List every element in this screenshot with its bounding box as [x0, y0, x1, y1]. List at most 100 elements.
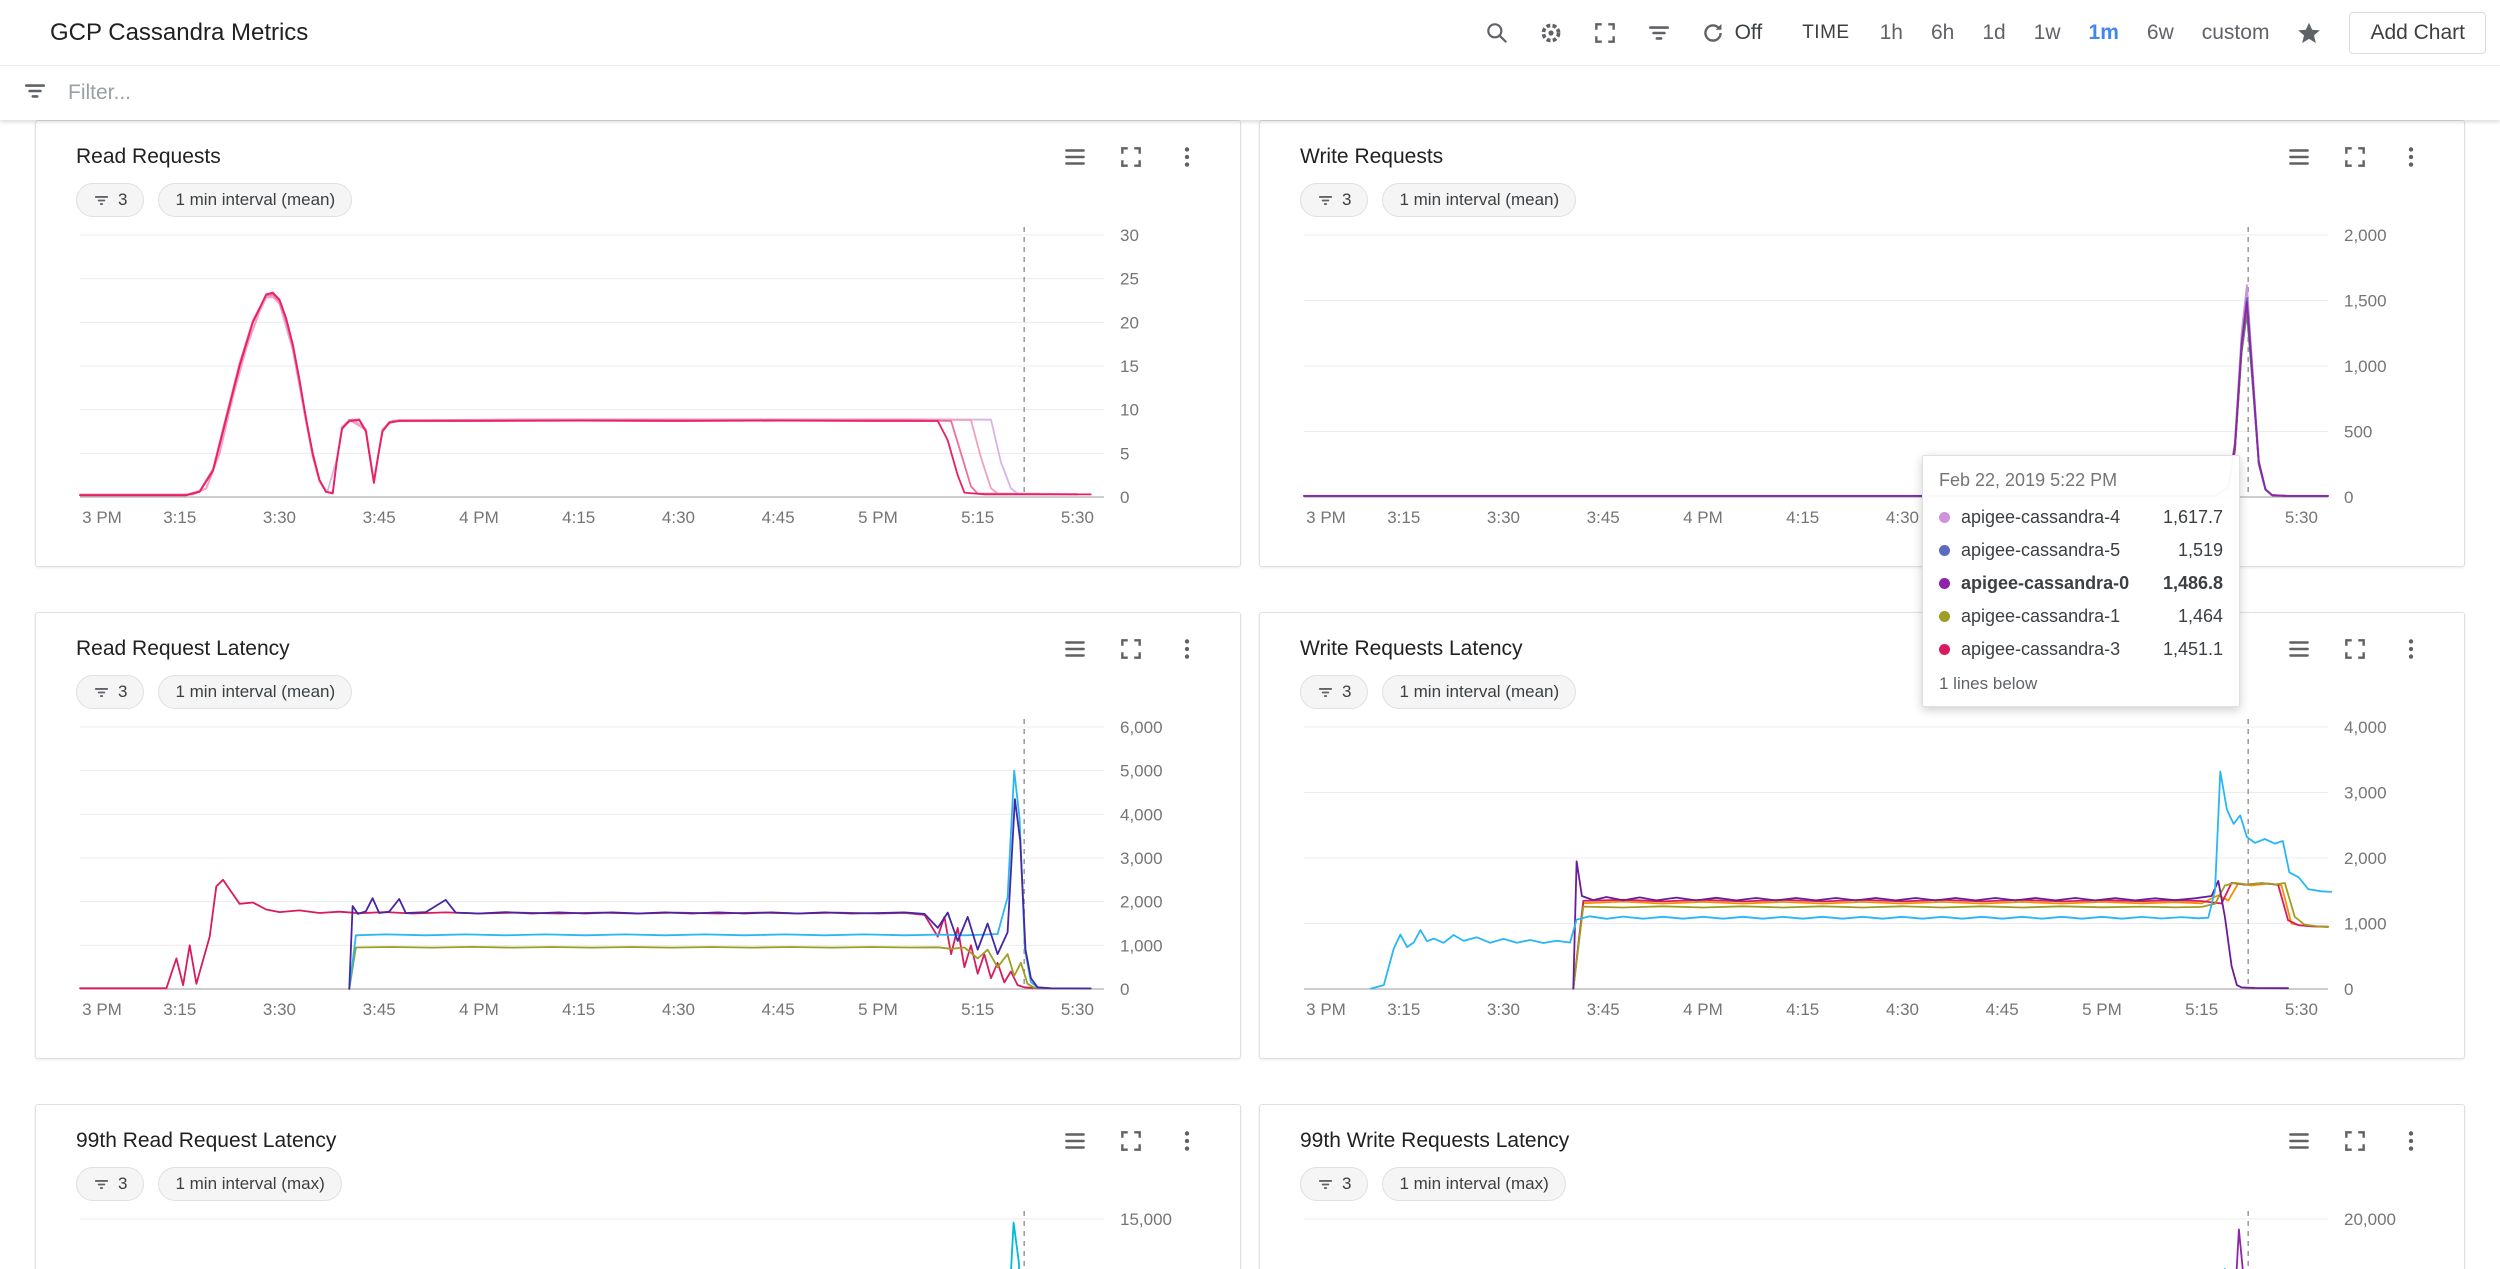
settings-gear-icon[interactable] [1537, 19, 1565, 47]
expand-chart-icon[interactable] [2342, 144, 2368, 170]
add-chart-button[interactable]: Add Chart [2349, 11, 2486, 54]
chip-label: 1 min interval (mean) [1399, 190, 1560, 209]
star-icon[interactable] [2295, 19, 2323, 47]
svg-text:3 PM: 3 PM [1306, 508, 1346, 527]
svg-text:1,000: 1,000 [2344, 915, 2387, 934]
svg-text:15: 15 [1120, 357, 1139, 376]
chart-plot[interactable]: 0 500 1,000 1,500 2,000 3 PM 3:15 3:30 3:45 4 PM 4… [1300, 221, 2426, 551]
series-value: 1,519 [2177, 540, 2223, 560]
svg-text:4 PM: 4 PM [1683, 1000, 1723, 1019]
time-option-custom[interactable]: custom [2201, 20, 2270, 44]
tooltip-rows: apigee-cassandra-4 1,617.7 apigee-cassandr… [1939, 501, 2223, 666]
chart-card-actions [1062, 636, 1200, 662]
auto-refresh-toggle[interactable]: Off [1699, 19, 1762, 47]
time-option-1d[interactable]: 1d [1982, 20, 2006, 44]
tooltip-series-row: apigee-cassandra-3 1,451.1 [1939, 633, 2223, 666]
time-option-6h[interactable]: 6h [1930, 20, 1955, 44]
interval-chip[interactable]: 1 min interval (max) [1382, 1167, 1566, 1201]
interval-chip[interactable]: 1 min interval (mean) [1382, 675, 1577, 709]
chart-tooltip: Feb 22, 2019 5:22 PM apigee-cassandra-4 1… [1922, 455, 2240, 707]
chart-menu-icon[interactable] [2398, 144, 2424, 170]
svg-text:3:30: 3:30 [1487, 508, 1520, 527]
legend-list-icon[interactable] [1062, 1128, 1088, 1154]
filter-count-chip[interactable]: 3 [1300, 675, 1369, 709]
chart-card-actions [1062, 1128, 1200, 1154]
chart-card-header: 99th Write Requests Latency [1300, 1127, 2424, 1155]
chart-title: 99th Read Request Latency [76, 1129, 337, 1152]
legend-list-icon[interactable] [2286, 636, 2312, 662]
legend-list-icon[interactable] [1062, 636, 1088, 662]
interval-chip[interactable]: 1 min interval (max) [158, 1167, 342, 1201]
filter-count-chip[interactable]: 3 [1300, 1167, 1369, 1201]
svg-text:4:30: 4:30 [1886, 508, 1919, 527]
series-value: 1,486.8 [2162, 573, 2223, 593]
chips-row: 3 1 min interval (mean) [76, 675, 1200, 709]
expand-chart-icon[interactable] [1118, 636, 1144, 662]
svg-text:4:15: 4:15 [1786, 1000, 1819, 1019]
chart-menu-icon[interactable] [2398, 1128, 2424, 1154]
interval-chip[interactable]: 1 min interval (mean) [158, 675, 353, 709]
search-icon[interactable] [1483, 19, 1511, 47]
chart-plot[interactable]: 0 1,000 2,000 3,000 4,000 3 PM 3:15 3:30 3:45 4 P… [1300, 713, 2426, 1043]
chart-plot[interactable]: 0 5 10 15 20 25 30 3 PM 3:15 3:30 3:45 4 PM 4:15 4:30… [76, 221, 1202, 551]
tooltip-series-row: apigee-cassandra-4 1,617.7 [1939, 501, 2223, 534]
time-option-6w[interactable]: 6w [2146, 20, 2174, 44]
interval-chip[interactable]: 1 min interval (mean) [158, 183, 353, 217]
svg-text:3:45: 3:45 [1587, 508, 1620, 527]
filter-input[interactable] [68, 81, 2478, 105]
expand-chart-icon[interactable] [1118, 144, 1144, 170]
filter-count-chip[interactable]: 3 [76, 675, 145, 709]
svg-text:3 PM: 3 PM [1306, 1000, 1346, 1019]
svg-text:5:30: 5:30 [2285, 1000, 2318, 1019]
legend-list-icon[interactable] [2286, 1128, 2312, 1154]
chart-card-header: Write Requests [1300, 143, 2424, 171]
time-option-1w[interactable]: 1w [2033, 20, 2061, 44]
series-color-dot [1939, 512, 1950, 523]
time-option-1h[interactable]: 1h [1879, 20, 1903, 44]
chip-label: 1 min interval (mean) [1399, 682, 1560, 701]
fullscreen-icon[interactable] [1591, 19, 1619, 47]
svg-text:5: 5 [1120, 444, 1129, 463]
filter-icon[interactable] [22, 78, 48, 109]
page-title: GCP Cassandra Metrics [50, 18, 309, 46]
svg-text:5 PM: 5 PM [858, 1000, 898, 1019]
chart-menu-icon[interactable] [1174, 144, 1200, 170]
legend-list-icon[interactable] [1062, 144, 1088, 170]
chart-title: 99th Write Requests Latency [1300, 1129, 1570, 1152]
svg-text:20,000: 20,000 [2344, 1210, 2396, 1229]
svg-text:4:45: 4:45 [1986, 1000, 2019, 1019]
filter-list-icon[interactable] [1645, 19, 1673, 47]
expand-chart-icon[interactable] [2342, 1128, 2368, 1154]
filter-count-chip[interactable]: 3 [76, 1167, 145, 1201]
svg-text:5:30: 5:30 [1061, 1000, 1094, 1019]
svg-text:5:30: 5:30 [2285, 508, 2318, 527]
chart-title: Write Requests [1300, 145, 1444, 168]
svg-text:3:45: 3:45 [363, 1000, 396, 1019]
filter-count-chip[interactable]: 3 [76, 183, 145, 217]
time-option-1m[interactable]: 1m [2088, 20, 2119, 44]
chip-label: 3 [1342, 1174, 1352, 1193]
chart-card-header: Read Request Latency [76, 635, 1200, 663]
legend-list-icon[interactable] [2286, 144, 2312, 170]
expand-chart-icon[interactable] [2342, 636, 2368, 662]
svg-text:15,000: 15,000 [1120, 1210, 1172, 1229]
chart-menu-icon[interactable] [1174, 636, 1200, 662]
series-name: apigee-cassandra-3 [1961, 639, 2121, 659]
interval-chip[interactable]: 1 min interval (mean) [1382, 183, 1577, 217]
chart-plot[interactable]: 0 1,000 2,000 3,000 4,000 5,000 6,000 3 PM 3:15 3… [76, 713, 1202, 1043]
chart-card-actions [2286, 636, 2424, 662]
chip-label: 3 [118, 1174, 128, 1193]
chart-title: Read Request Latency [76, 637, 290, 660]
chip-label: 1 min interval (mean) [175, 682, 336, 701]
svg-text:4:30: 4:30 [662, 508, 695, 527]
svg-text:4 PM: 4 PM [1683, 508, 1723, 527]
chart-menu-icon[interactable] [1174, 1128, 1200, 1154]
svg-text:2,000: 2,000 [1120, 893, 1163, 912]
chart-menu-icon[interactable] [2398, 636, 2424, 662]
chart-card: Write Requests 3 1 min interval (mean) 0 5… [1259, 120, 2465, 567]
expand-chart-icon[interactable] [1118, 1128, 1144, 1154]
svg-text:0: 0 [2344, 488, 2353, 507]
filter-count-chip[interactable]: 3 [1300, 183, 1369, 217]
